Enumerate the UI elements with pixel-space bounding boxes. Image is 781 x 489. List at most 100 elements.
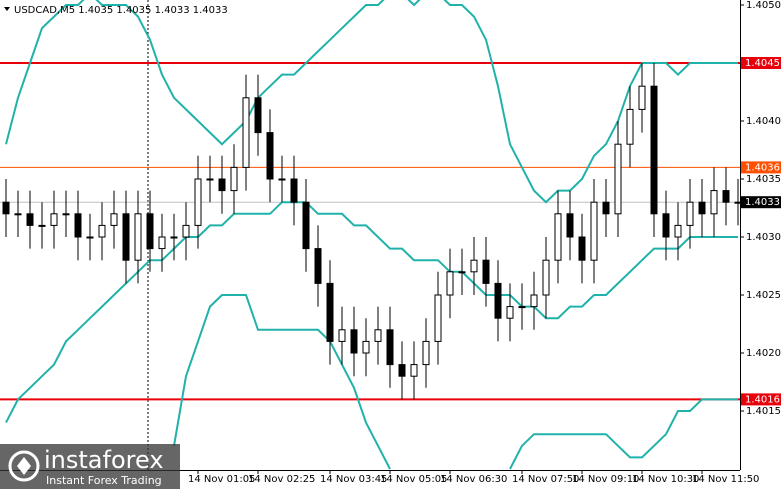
last-price-box xyxy=(741,196,781,209)
candle-body xyxy=(110,213,118,226)
candle-body xyxy=(710,190,718,215)
candle-body xyxy=(590,201,598,261)
candle-body xyxy=(554,213,562,261)
watermark-icon-inner xyxy=(17,457,31,475)
candle-body xyxy=(602,201,610,215)
band-line xyxy=(173,294,738,470)
level-label-box xyxy=(741,393,781,406)
candle-body xyxy=(74,213,82,238)
candle-body xyxy=(446,271,454,296)
candle-body xyxy=(26,213,34,226)
y-tick-label: 1.4015 xyxy=(746,406,781,417)
candle-body xyxy=(410,364,418,377)
candle-body xyxy=(302,201,310,250)
candle-body xyxy=(194,178,202,226)
x-tick-label: 14 Nov 11:50 xyxy=(692,474,759,485)
candle-body xyxy=(530,294,538,308)
x-tick-label: 14 Nov 03:45 xyxy=(320,474,387,485)
y-tick-label: 1.4050 xyxy=(746,0,781,11)
band-line xyxy=(5,201,738,424)
y-tick-label: 1.4035 xyxy=(746,174,781,185)
y-tick-label: 1.4040 xyxy=(746,116,781,127)
level-label: 1.4036 xyxy=(745,162,780,173)
candle-body xyxy=(290,178,298,203)
candle-body xyxy=(470,259,478,273)
candle-body xyxy=(542,259,550,296)
candle-body xyxy=(374,329,382,342)
candle-body xyxy=(98,224,106,238)
candle-body xyxy=(686,201,694,226)
candle-body xyxy=(38,224,46,227)
candle-body xyxy=(422,340,430,366)
candle-body xyxy=(50,213,58,226)
candle-body xyxy=(134,213,142,261)
candle-body xyxy=(698,201,706,215)
candle-body xyxy=(494,282,502,319)
candle-body xyxy=(122,213,130,261)
level-label: 1.4045 xyxy=(745,58,780,69)
candle-body xyxy=(314,248,322,284)
candle-body xyxy=(566,213,574,238)
level-label: 1.4016 xyxy=(745,394,780,405)
candle-body xyxy=(674,224,682,238)
watermark-icon xyxy=(8,450,40,482)
candle-body xyxy=(338,329,346,342)
candle-body xyxy=(14,213,22,216)
candle-body xyxy=(434,294,442,342)
candle-body xyxy=(734,201,740,204)
candle-body xyxy=(614,143,622,215)
watermark-brand: instaforex xyxy=(44,446,164,474)
watermark-tagline: Instant Forex Trading xyxy=(46,474,162,487)
candle-body xyxy=(458,271,466,274)
candle-body xyxy=(518,306,526,309)
candle-body xyxy=(146,213,154,250)
menu-arrow xyxy=(4,7,10,11)
level-label-box xyxy=(741,57,781,69)
candle-body xyxy=(650,85,658,215)
candle-body xyxy=(362,340,370,354)
watermark: instaforex Instant Forex Trading xyxy=(0,444,180,489)
candle-body xyxy=(86,236,94,239)
level-label-box xyxy=(741,161,781,174)
y-tick-label: 1.4025 xyxy=(746,290,781,301)
x-tick-label: 14 Nov 05:05 xyxy=(380,474,447,485)
candle-body xyxy=(218,178,226,192)
candle-body xyxy=(158,236,166,250)
candle-body xyxy=(254,97,262,134)
candle-body xyxy=(386,329,394,366)
candle-body xyxy=(482,259,490,284)
y-tick-label: 1.4020 xyxy=(746,348,781,359)
candle-body xyxy=(638,85,646,110)
candle-body xyxy=(326,282,334,342)
candle-body xyxy=(578,236,586,261)
candle-body xyxy=(206,178,214,181)
candle-body xyxy=(278,178,286,181)
candle-body xyxy=(506,306,514,319)
x-tick-label: 14 Nov 06:30 xyxy=(440,474,507,485)
candle-body xyxy=(662,213,670,238)
band-line xyxy=(5,0,738,204)
candle-body xyxy=(2,201,10,215)
candle-body xyxy=(398,364,406,377)
candle-body xyxy=(230,166,238,192)
candle-body xyxy=(350,329,358,354)
candle-body xyxy=(266,132,274,180)
x-tick-label: 14 Nov 09:10 xyxy=(572,474,639,485)
plot-area xyxy=(0,0,740,470)
x-tick-label: 14 Nov 01:05 xyxy=(188,474,255,485)
x-tick-label: 14 Nov 10:30 xyxy=(632,474,699,485)
last-price-label: 1.4033 xyxy=(745,197,780,208)
chart-title: USDCAD,M5 1.4035 1.4035 1.4033 1.4033 xyxy=(14,5,228,16)
candle-body xyxy=(722,190,730,203)
candle-body xyxy=(62,213,70,216)
y-tick-label: 1.4030 xyxy=(746,232,781,243)
candle-body xyxy=(242,97,250,168)
candle-body xyxy=(170,236,178,239)
candle-body xyxy=(182,224,190,238)
x-tick-label: 14 Nov 07:50 xyxy=(512,474,579,485)
candle-body xyxy=(626,108,634,145)
x-tick-label: 14 Nov 02:25 xyxy=(248,474,315,485)
